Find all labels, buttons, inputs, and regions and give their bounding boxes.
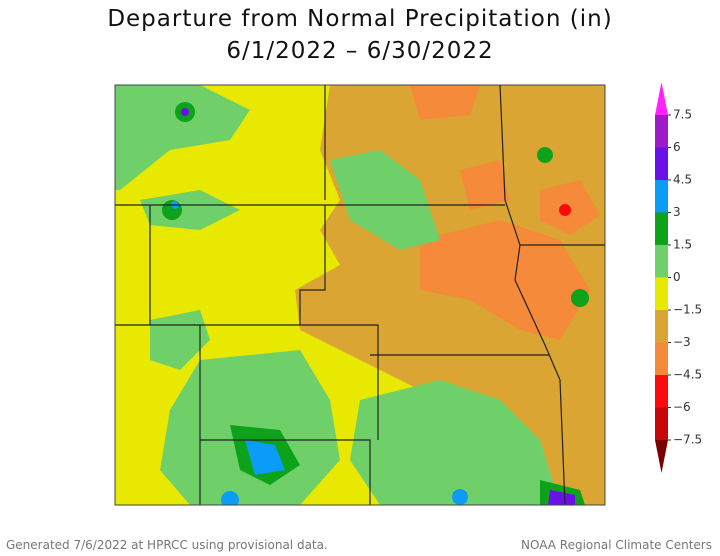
- map-subtitle: 6/1/2022 – 6/30/2022: [226, 38, 494, 64]
- colorbar-segment: [655, 407, 668, 440]
- colorbar-label: −6: [673, 400, 691, 414]
- colorbar-segment: [655, 342, 668, 375]
- precip-field: [115, 85, 605, 505]
- colorbar-segment: [655, 212, 668, 245]
- colorbar-segment: [655, 310, 668, 343]
- colorbar-label: −4.5: [673, 368, 702, 382]
- footer-right: NOAA Regional Climate Centers: [521, 538, 712, 552]
- colorbar-segment: [655, 115, 668, 148]
- colorbar: 7.5 6 4.5 3 1.5 0 −1.5 −3 −4.5 −6 −7.5: [655, 82, 702, 473]
- colorbar-label: 7.5: [673, 108, 692, 122]
- colorbar-label: 3: [673, 205, 681, 219]
- footer-left: Generated 7/6/2022 at HPRCC using provis…: [6, 538, 328, 552]
- colorbar-segment: [655, 277, 668, 310]
- colorbar-label: 1.5: [673, 238, 692, 252]
- colorbar-segment: [655, 147, 668, 180]
- colorbar-label: −7.5: [673, 433, 702, 447]
- colorbar-label: −1.5: [673, 303, 702, 317]
- colorbar-label: 6: [673, 140, 681, 154]
- colorbar-label: −3: [673, 335, 691, 349]
- colorbar-segment: [655, 375, 668, 408]
- colorbar-label: 0: [673, 270, 681, 284]
- colorbar-segment: [655, 82, 668, 115]
- map-title: Departure from Normal Precipitation (in): [107, 6, 613, 32]
- colorbar-segment: [655, 440, 668, 473]
- colorbar-segment: [655, 245, 668, 278]
- colorbar-label: 4.5: [673, 173, 692, 187]
- colorbar-segment: [655, 180, 668, 213]
- map: 7.5 6 4.5 3 1.5 0 −1.5 −3 −4.5 −6 −7.5: [114, 82, 702, 506]
